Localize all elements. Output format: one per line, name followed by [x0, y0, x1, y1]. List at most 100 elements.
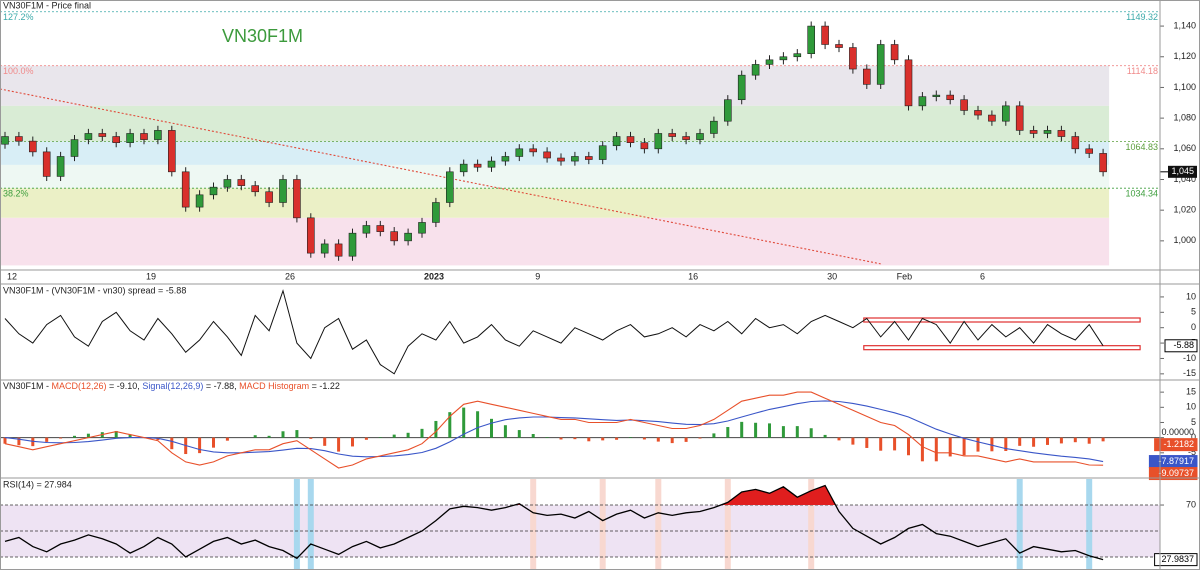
candle-body — [765, 59, 774, 65]
histogram-bar — [920, 437, 924, 462]
histogram-bar — [670, 437, 674, 444]
candle-body — [710, 120, 718, 134]
histogram-bar — [462, 407, 466, 438]
histogram-bar — [378, 437, 382, 438]
candle-body — [237, 179, 246, 186]
candle-body — [529, 148, 538, 153]
histogram-bar — [295, 430, 299, 438]
histogram-bar — [225, 437, 229, 441]
rsi-highlight — [655, 479, 662, 569]
candle-body — [168, 130, 176, 173]
channel-line — [863, 345, 1141, 351]
fib-zone — [0, 65, 1110, 106]
candle-body — [849, 47, 857, 70]
histogram-bar — [768, 423, 771, 438]
candle-body — [737, 74, 746, 101]
histogram-bar — [1059, 437, 1063, 444]
fib-zone — [0, 105, 1110, 142]
histogram-bar — [962, 437, 966, 456]
histogram-bar — [3, 437, 7, 444]
panel-title: RSI(14) = 27.984 — [3, 479, 72, 489]
candle-body — [626, 136, 635, 143]
candle-body — [195, 194, 204, 208]
candle-body — [154, 130, 162, 140]
candle-body — [835, 44, 843, 48]
histogram-bar — [476, 411, 480, 438]
chart-title: VN30F1M - Price final — [3, 0, 91, 10]
histogram-bar — [503, 425, 507, 438]
candle-body — [876, 44, 885, 85]
candle-body — [70, 139, 79, 157]
histogram-bar — [531, 434, 535, 438]
candle-body — [432, 202, 440, 223]
histogram-bar — [128, 434, 132, 438]
candle-body — [1057, 130, 1066, 137]
candle-body — [1085, 148, 1093, 154]
candle-body — [223, 179, 232, 188]
candle-body — [42, 151, 51, 177]
histogram-bar — [86, 433, 90, 438]
histogram-bar — [559, 437, 563, 440]
histogram-bar — [198, 437, 202, 454]
candle-body — [348, 232, 357, 257]
rsi-highlight — [1086, 479, 1093, 569]
histogram-bar — [281, 431, 285, 438]
y-tick-label: 1,040 — [1173, 174, 1196, 184]
x-tick-label: 12 — [7, 271, 17, 281]
candle-body — [779, 56, 788, 61]
candle-body — [682, 136, 690, 140]
panel-title: VN30F1M - MACD(12,26) = -9.10, Signal(12… — [3, 381, 340, 391]
candle-body — [654, 133, 663, 150]
histogram-bar — [684, 437, 688, 442]
y-tick-label: 1,020 — [1173, 205, 1196, 215]
value-tag-label: -9.09737 — [1158, 468, 1194, 478]
histogram-bar — [851, 437, 855, 445]
title-text: VN30F1M - — [3, 381, 52, 391]
candle-body — [1015, 105, 1024, 131]
histogram-bar — [517, 430, 521, 438]
rsi-line — [4, 484, 1104, 561]
y-tick-label: 1,000 — [1173, 235, 1196, 245]
x-tick-label: Feb — [897, 271, 913, 281]
histogram-bar — [1101, 437, 1105, 442]
histogram-bar — [1018, 437, 1022, 446]
zero-label: 0.00000 — [1161, 427, 1194, 437]
candle-body — [904, 59, 913, 107]
candle-body — [293, 179, 301, 219]
candle-body — [723, 99, 732, 122]
candle-body — [571, 156, 579, 162]
histogram-bar — [1073, 437, 1077, 443]
channel-line — [863, 317, 1141, 323]
histogram-bar — [893, 437, 897, 451]
candle-body — [84, 133, 93, 140]
y-tick-label: 10 — [1186, 291, 1196, 301]
macd-line — [4, 400, 1104, 463]
histogram-bar — [698, 437, 702, 439]
histogram-bar — [267, 435, 271, 438]
x-tick-label: 16 — [688, 271, 698, 281]
candle-body — [988, 114, 996, 122]
candle-body — [279, 179, 287, 203]
y-tick-label: 5 — [1191, 307, 1196, 317]
histogram-bar — [615, 437, 619, 440]
y-tick-label: 0 — [1191, 432, 1196, 442]
candle-body — [640, 142, 649, 150]
histogram-bar — [59, 437, 63, 439]
candle-body — [807, 25, 816, 54]
rsi-highlight — [599, 479, 606, 569]
histogram-bar — [351, 437, 354, 447]
histogram-bar — [726, 427, 730, 438]
histogram-bar — [490, 418, 493, 438]
candle-body — [209, 186, 218, 196]
candle-body — [98, 133, 107, 137]
y-tick-label: 1,060 — [1173, 143, 1196, 153]
title-text: = -7.88, — [203, 381, 239, 391]
macd-line — [4, 391, 1104, 469]
histogram-bar — [73, 435, 76, 438]
candle-body — [932, 94, 941, 97]
x-tick-label: 19 — [146, 271, 156, 281]
histogram-bar — [948, 437, 952, 457]
watermark: VN30F1M — [222, 26, 303, 46]
candle-body — [15, 136, 23, 142]
